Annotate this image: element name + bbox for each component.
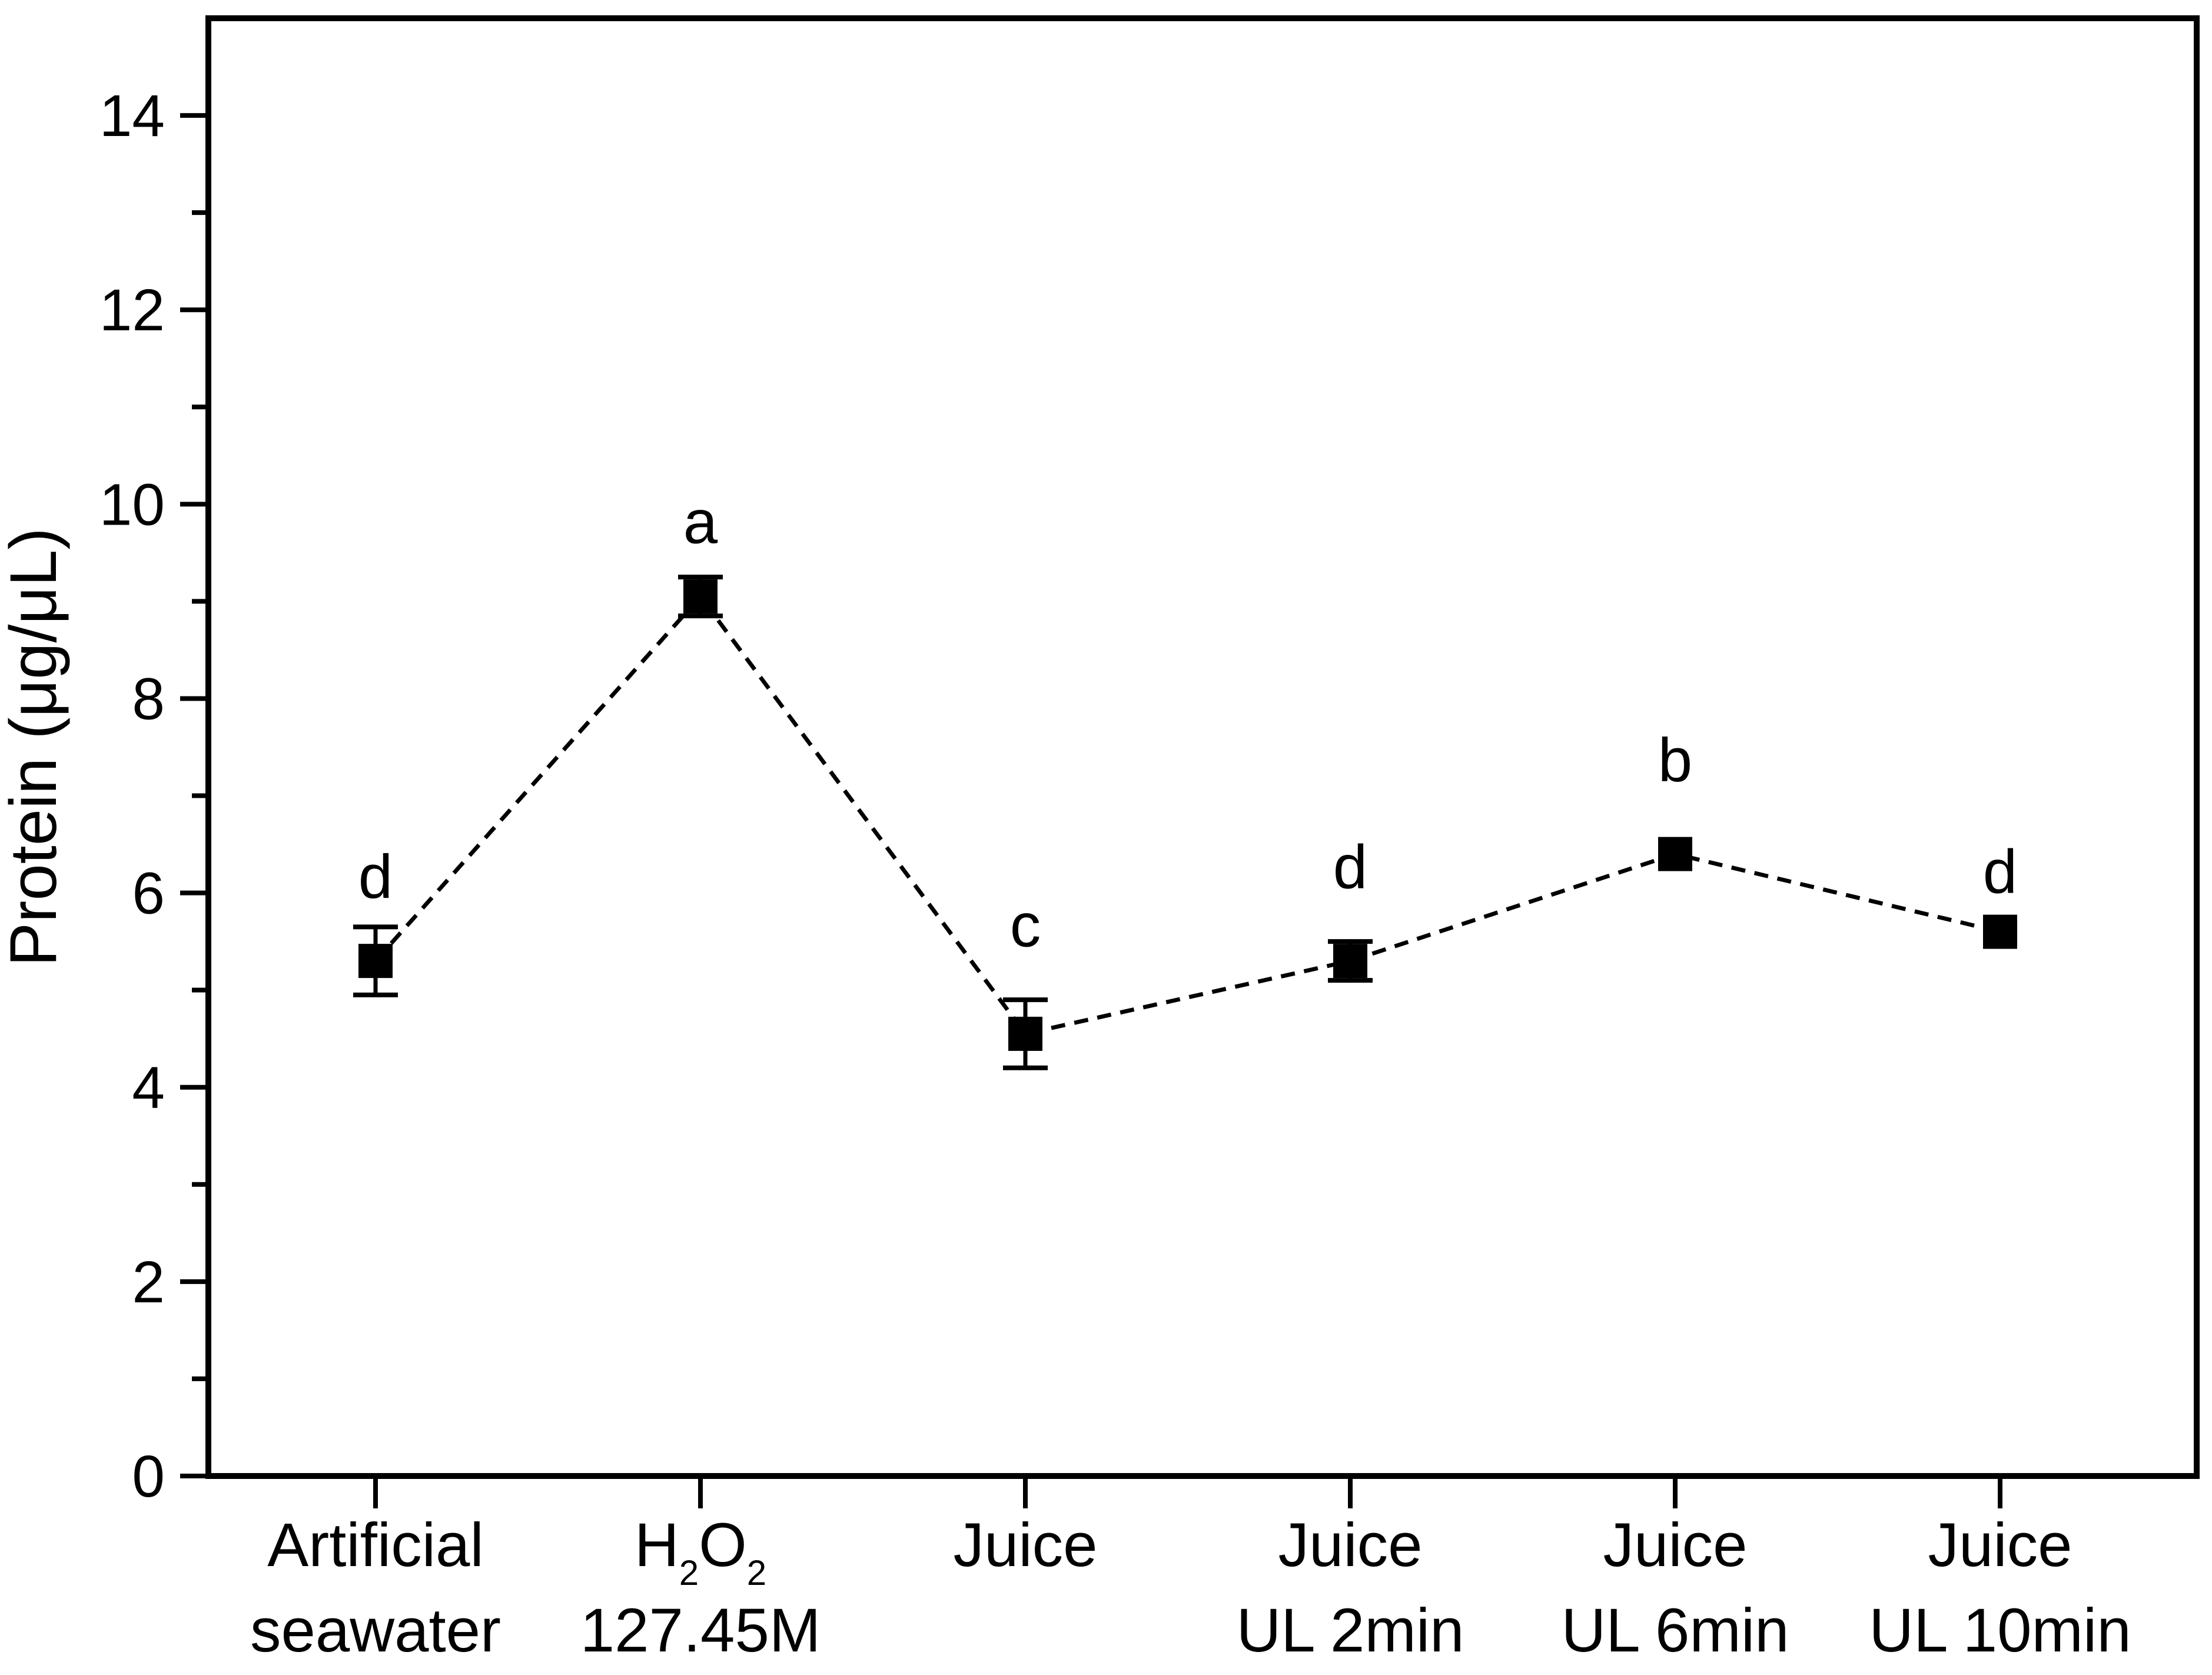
significance-letter: a (683, 487, 718, 556)
significance-letter: d (358, 843, 393, 911)
significance-letter: d (1333, 832, 1367, 901)
x-category-label: Artificial (267, 1511, 484, 1580)
series-line (374, 593, 2001, 1036)
x-category-label: Juice (953, 1511, 1097, 1580)
y-tick-label: 2 (132, 1249, 165, 1315)
y-tick-label: 12 (99, 277, 165, 343)
x-category-label: UL 10min (1869, 1596, 2131, 1665)
x-category-label: UL 2min (1236, 1596, 1464, 1665)
x-category-label: Juice (1278, 1511, 1422, 1580)
x-category-label: Juice (1928, 1511, 2072, 1580)
data-point-marker (1008, 1016, 1042, 1051)
x-category-label: 127.45M (580, 1596, 821, 1665)
data-point-marker (683, 579, 718, 614)
significance-letter: b (1658, 726, 1692, 795)
data-point-marker (1983, 914, 2017, 949)
data-point-marker (358, 944, 393, 979)
x-category-label: Juice (1603, 1511, 1747, 1580)
x-category-label: UL 6min (1561, 1596, 1789, 1665)
y-tick-label: 8 (132, 666, 165, 732)
significance-letter: c (1010, 891, 1041, 960)
y-tick-label: 6 (132, 861, 165, 927)
y-tick-label: 0 (132, 1444, 165, 1510)
y-axis-title: Protein (μg/μL) (0, 528, 70, 966)
significance-letter: d (1983, 838, 2017, 907)
y-tick-label: 10 (99, 472, 165, 538)
data-point-marker (1333, 944, 1367, 979)
x-category-label: seawater (250, 1596, 501, 1665)
y-tick-label: 4 (132, 1055, 165, 1121)
y-tick-label: 14 (99, 83, 165, 149)
plot-border (205, 15, 2200, 1479)
x-category-label: H2O2 (635, 1511, 766, 1593)
data-point-marker (1658, 837, 1692, 871)
